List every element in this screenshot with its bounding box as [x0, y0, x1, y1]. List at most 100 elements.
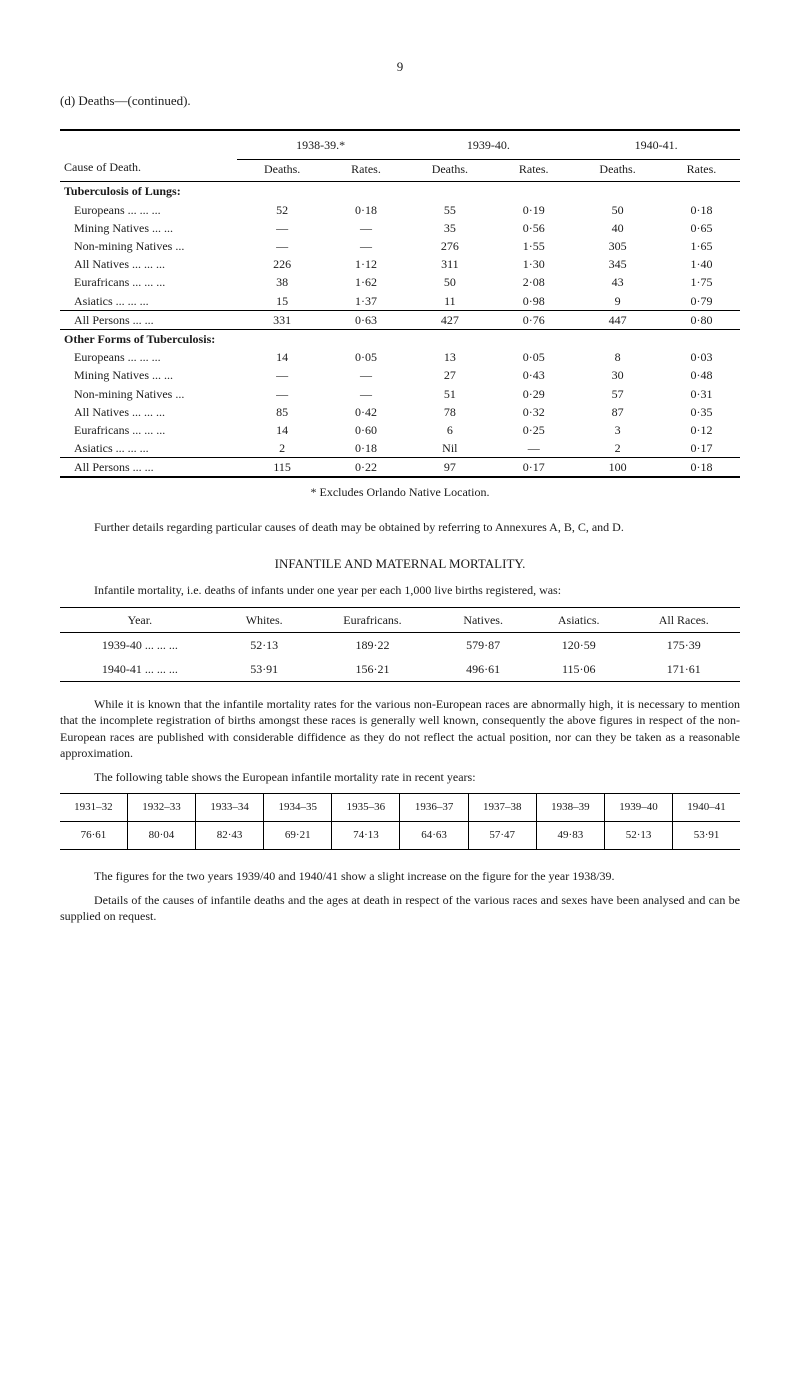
row-label: Mining Natives ... ...: [60, 219, 237, 237]
year-header: 1933–34: [196, 794, 264, 822]
row-label: Europeans ... ... ...: [60, 348, 237, 366]
year-header: 1936–37: [400, 794, 468, 822]
cell: 27: [405, 366, 496, 384]
cell: 0·60: [327, 421, 404, 439]
summary-cell: 447: [572, 310, 663, 329]
summary-cell: 427: [405, 310, 496, 329]
cell: 0·18: [327, 439, 404, 458]
year-header: 1938–39: [536, 794, 604, 822]
year-header: 1937–38: [468, 794, 536, 822]
group-title: Other Forms of Tuberculosis:: [60, 329, 740, 348]
cell: 0·32: [495, 403, 572, 421]
cell: 40: [572, 219, 663, 237]
col-header: Whites.: [220, 607, 309, 632]
summary-cell: 0·76: [495, 310, 572, 329]
cell: 0·43: [495, 366, 572, 384]
col-header: Asiatics.: [530, 607, 627, 632]
cell: 1·65: [663, 237, 740, 255]
cell: 55: [405, 201, 496, 219]
summary-label: All Persons ... ...: [60, 458, 237, 478]
cell: —: [237, 385, 328, 403]
cell: 0·18: [327, 201, 404, 219]
cell: 78: [405, 403, 496, 421]
cell: Nil: [405, 439, 496, 458]
summary-cell: 0·63: [327, 310, 404, 329]
year-cell: 80·04: [127, 821, 195, 849]
summary-cell: 0·18: [663, 458, 740, 478]
cell: 496·61: [436, 657, 530, 682]
page-number: 9: [60, 58, 740, 76]
section-heading: (d) Deaths—(continued).: [60, 92, 740, 110]
summary-label: All Persons ... ...: [60, 310, 237, 329]
infantile-heading: INFANTILE AND MATERNAL MORTALITY.: [60, 555, 740, 573]
col-header: Year.: [60, 607, 220, 632]
cell: —: [327, 219, 404, 237]
cell: 1·75: [663, 273, 740, 291]
cell: —: [327, 237, 404, 255]
cell: 50: [405, 273, 496, 291]
cell: 0·17: [663, 439, 740, 458]
cell: 0·56: [495, 219, 572, 237]
paragraph: The following table shows the European i…: [60, 769, 740, 785]
row-label: Eurafricans ... ... ...: [60, 273, 237, 291]
year-header: 1939–40: [604, 794, 672, 822]
cell: —: [327, 366, 404, 384]
paragraph: Infantile mortality, i.e. deaths of infa…: [60, 582, 740, 598]
year-cell: 57·47: [468, 821, 536, 849]
cell: 14: [237, 348, 328, 366]
cell: 0·05: [327, 348, 404, 366]
cell: 0·25: [495, 421, 572, 439]
row-label: Asiatics ... ... ...: [60, 439, 237, 458]
row-label: Non-mining Natives ...: [60, 385, 237, 403]
cell: 13: [405, 348, 496, 366]
sub-header: Deaths.: [405, 160, 496, 182]
row-label: Non-mining Natives ...: [60, 237, 237, 255]
row-label: All Natives ... ... ...: [60, 403, 237, 421]
period-header-2: 1940-41.: [572, 130, 740, 160]
sub-header: Rates.: [663, 160, 740, 182]
year-cell: 76·61: [60, 821, 127, 849]
cell: 0·98: [495, 292, 572, 311]
cell: 1·55: [495, 237, 572, 255]
paragraph: Further details regarding particular cau…: [60, 519, 740, 535]
cell: 0·29: [495, 385, 572, 403]
deaths-table: Cause of Death. 1938-39.* 1939-40. 1940-…: [60, 129, 740, 478]
cell: 115·06: [530, 657, 627, 682]
cell: 171·61: [627, 657, 740, 682]
years-table: 1931–321932–331933–341934–351935–361936–…: [60, 793, 740, 850]
cell: 2: [572, 439, 663, 458]
row-label: Asiatics ... ... ...: [60, 292, 237, 311]
cell: 1·62: [327, 273, 404, 291]
cell: 0·65: [663, 219, 740, 237]
cell: 2·08: [495, 273, 572, 291]
cell: 0·48: [663, 366, 740, 384]
summary-cell: 115: [237, 458, 328, 478]
cell: 156·21: [309, 657, 437, 682]
cell: 30: [572, 366, 663, 384]
year-header: 1935–36: [332, 794, 400, 822]
cell: —: [237, 237, 328, 255]
cell: 15: [237, 292, 328, 311]
cell: 0·03: [663, 348, 740, 366]
cell: 189·22: [309, 632, 437, 657]
cell: 3: [572, 421, 663, 439]
year-cell: 69·21: [264, 821, 332, 849]
year-cell: 49·83: [536, 821, 604, 849]
sub-header: Deaths.: [237, 160, 328, 182]
row-label: Eurafricans ... ... ...: [60, 421, 237, 439]
sub-header: Deaths.: [572, 160, 663, 182]
cell: 8: [572, 348, 663, 366]
year-header: 1931–32: [60, 794, 127, 822]
cell: 85: [237, 403, 328, 421]
sub-header: Rates.: [327, 160, 404, 182]
cell: 1939-40 ... ... ...: [60, 632, 220, 657]
table-footnote: * Excludes Orlando Native Location.: [60, 484, 740, 500]
cell: 2: [237, 439, 328, 458]
infantile-table: Year. Whites. Eurafricans. Natives. Asia…: [60, 607, 740, 683]
cell: 0·79: [663, 292, 740, 311]
summary-cell: 97: [405, 458, 496, 478]
year-cell: 53·91: [673, 821, 740, 849]
year-header: 1934–35: [264, 794, 332, 822]
cell: 52·13: [220, 632, 309, 657]
col-header: Natives.: [436, 607, 530, 632]
